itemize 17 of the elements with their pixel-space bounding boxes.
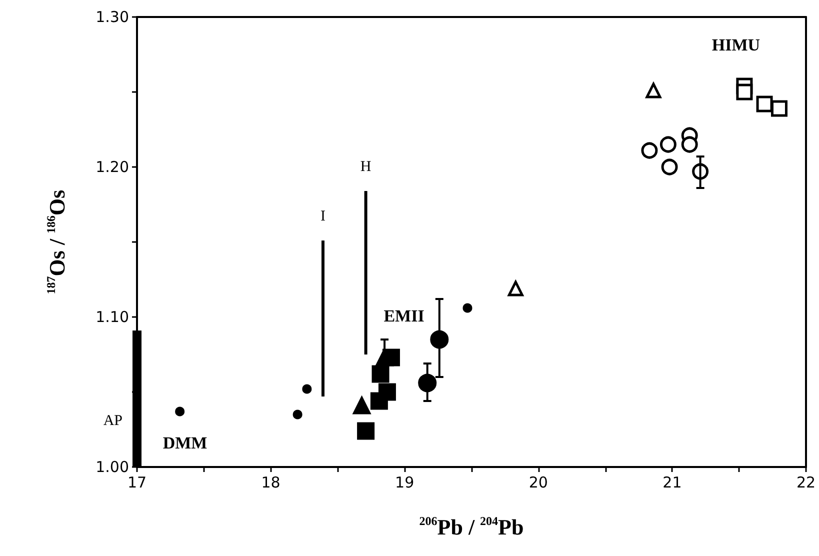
x-tick-label: 17 <box>127 474 147 492</box>
y-tick-label: 1.30 <box>96 8 129 26</box>
x-tick-label: 18 <box>261 474 280 492</box>
y-tick-label: 1.20 <box>96 158 129 176</box>
annotation: HIMU <box>712 36 760 54</box>
y-tick-label: 1.00 <box>96 458 129 476</box>
annotation: EMII <box>384 306 425 326</box>
x-tick-label: 20 <box>528 474 548 492</box>
y-axis-title: 187Os / 186Os <box>44 189 70 294</box>
series-label: AP <box>103 413 122 429</box>
annotation: DMM <box>162 434 208 452</box>
y-tick-label: 1.10 <box>96 308 129 326</box>
x-tick-label: 21 <box>662 474 682 492</box>
x-tick-label: 19 <box>395 474 414 492</box>
series-label: I <box>320 208 326 224</box>
series-label: H <box>360 159 372 175</box>
x-tick-label: 22 <box>796 474 816 492</box>
